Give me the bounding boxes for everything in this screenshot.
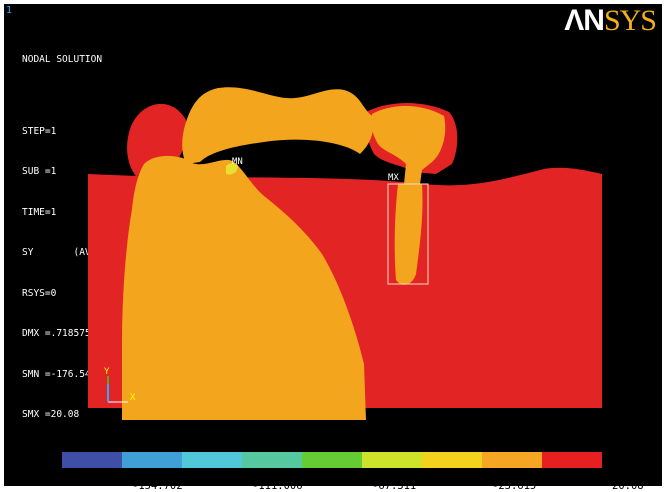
window-number: 1	[6, 5, 13, 16]
info-smx: SMX =20.08	[22, 409, 80, 420]
info-dmx: DMX =.718575	[22, 328, 91, 339]
legend-label-bottom: -23.615	[492, 480, 537, 492]
coordinate-triad: Y X	[104, 367, 136, 403]
ansys-logo: ΛNSYS	[564, 4, 657, 38]
legend-label-bottom: -154.702	[132, 480, 183, 492]
legend-label-top: -176.549	[62, 470, 113, 482]
legend-color-segment	[242, 452, 302, 468]
logo-an: ΛN	[564, 4, 605, 37]
info-component: SY (AVG)	[22, 247, 103, 258]
graphics-viewport[interactable]: 1 NODAL SOLUTION STEP=1 SUB =1 TIME=1 SY…	[4, 4, 662, 486]
legend-label-top: -1.768	[542, 470, 580, 482]
logo-sys: SYS	[603, 4, 657, 37]
info-sub: SUB =1	[22, 166, 57, 177]
legend-color-segment	[422, 452, 482, 468]
min-marker: MN	[232, 157, 243, 167]
axis-x-label: X	[130, 393, 136, 403]
solution-info-block: NODAL SOLUTION STEP=1 SUB =1 TIME=1 SY (…	[22, 26, 102, 449]
legend-label-top: -89.159	[302, 470, 347, 482]
min-stress-spot	[226, 163, 238, 175]
crown-right-orange	[371, 105, 446, 184]
legend-label-top: -132.854	[182, 470, 233, 482]
implant-outline	[387, 183, 429, 285]
bridge-pontic-orange	[182, 87, 374, 164]
tooth-root-right-orange	[394, 184, 423, 285]
legend-label-bottom: -67.311	[372, 480, 417, 492]
legend-label-bottom: -111.006	[252, 480, 303, 492]
legend-color-segment	[362, 452, 422, 468]
legend-color-segment	[62, 452, 122, 468]
axis-y-label: Y	[104, 367, 110, 377]
info-step: STEP=1	[22, 125, 57, 137]
legend-label-top: -45.463	[422, 470, 467, 482]
legend-color-segment	[122, 452, 182, 468]
max-marker: MX	[388, 173, 399, 183]
info-smn: SMN =-176.549	[22, 368, 97, 380]
info-title: NODAL SOLUTION	[22, 54, 103, 65]
info-time: TIME=1	[22, 206, 57, 218]
legend-color-segment	[302, 452, 362, 468]
legend-color-segment	[542, 452, 602, 468]
fe-model-plot: MN MX Y X	[88, 87, 602, 420]
contour-legend-bar	[62, 452, 602, 468]
legend-label-bottom: 20.08	[612, 480, 644, 492]
tooth-left-orange	[122, 155, 366, 420]
legend-color-segment	[182, 452, 242, 468]
legend-color-segment	[482, 452, 542, 468]
info-rsys: RSYS=0	[22, 287, 57, 299]
